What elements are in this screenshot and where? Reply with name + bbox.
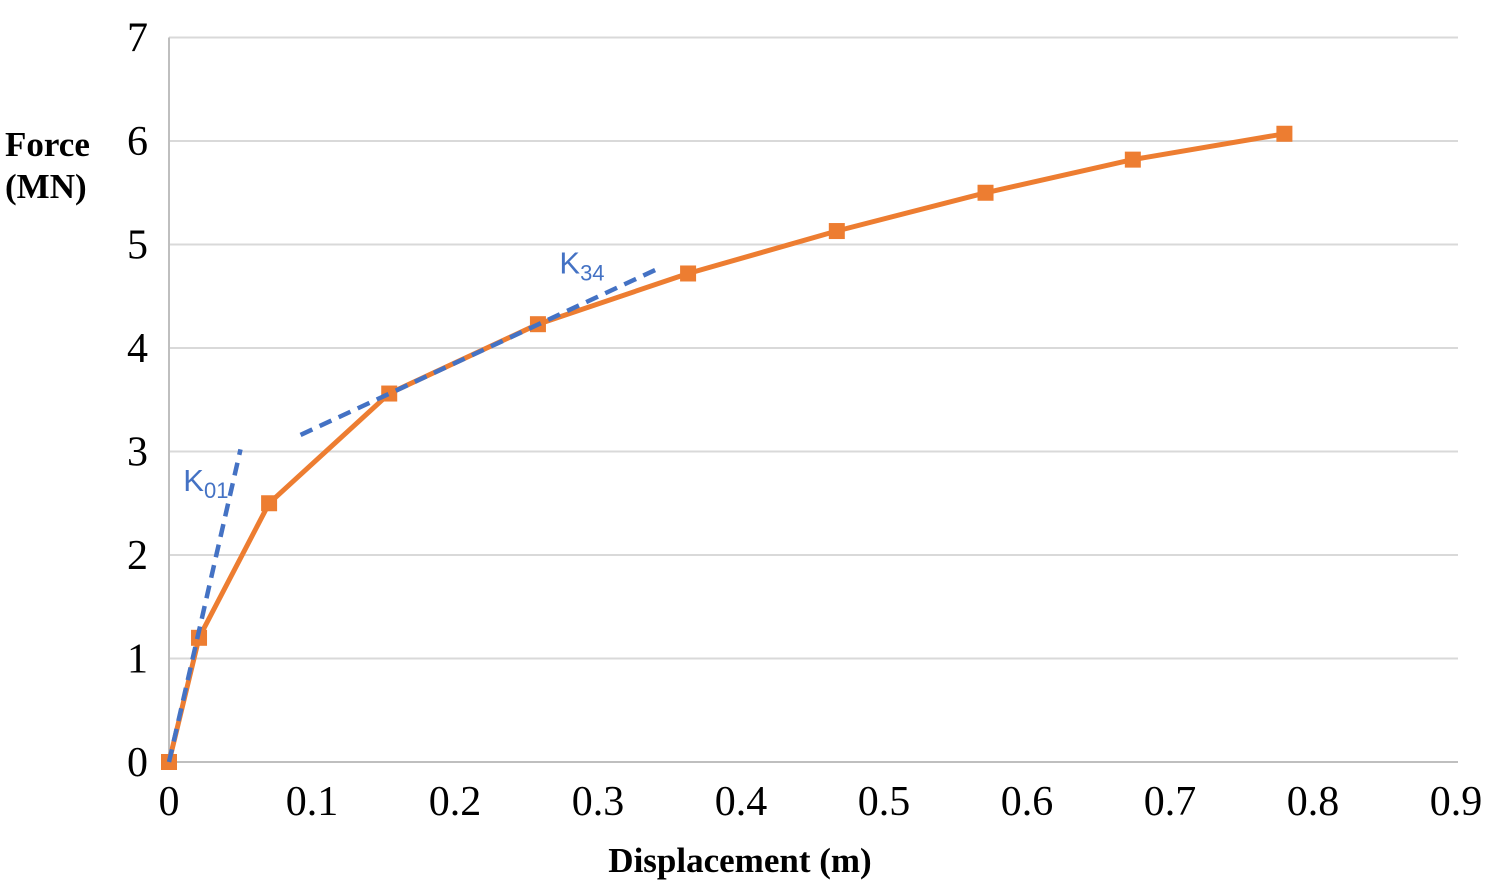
k01-secant-line: [166, 448, 243, 763]
data-point-marker: [1276, 125, 1293, 142]
data-point-marker: [381, 385, 398, 402]
y-tick-label: 6: [127, 119, 148, 165]
y-tick-label: 3: [127, 430, 148, 476]
y-axis-title: Force (MN): [5, 124, 90, 208]
y-tick-label: 5: [127, 223, 148, 269]
data-point-marker: [680, 265, 697, 282]
k34-label: K34: [559, 245, 604, 285]
y-tick-label: 4: [127, 326, 148, 372]
y-axis-title-line2: (MN): [5, 167, 87, 206]
x-tick-label: 0: [159, 779, 180, 825]
x-tick-label: 0.9: [1430, 779, 1483, 825]
x-tick-label: 0.4: [715, 779, 768, 825]
data-point-marker: [1124, 151, 1141, 168]
x-tick-label: 0.3: [572, 779, 625, 825]
x-tick-label: 0.8: [1287, 779, 1340, 825]
k34-secant-line: [299, 267, 658, 437]
y-tick-label: 7: [127, 16, 148, 62]
y-tick-label: 0: [127, 740, 148, 786]
y-axis-title-line1: Force: [5, 125, 90, 164]
y-tick-label: 2: [127, 533, 148, 579]
data-point-marker: [261, 495, 278, 512]
k01-label-subscript: 01: [204, 478, 228, 503]
x-tick-label: 0.6: [1001, 779, 1054, 825]
k34-label-subscript: 34: [580, 260, 604, 285]
series-line: [166, 131, 1287, 765]
data-point-marker: [977, 184, 994, 201]
y-tick-label: 1: [127, 637, 148, 683]
x-tick-label: 0.7: [1144, 779, 1197, 825]
x-tick-label: 0.2: [429, 779, 482, 825]
x-tick-label: 0.5: [858, 779, 911, 825]
data-point-marker: [828, 223, 845, 240]
k01-label: K01: [183, 463, 228, 503]
x-tick-label: 0.1: [286, 779, 339, 825]
x-axis-title: Displacement (m): [608, 841, 872, 880]
